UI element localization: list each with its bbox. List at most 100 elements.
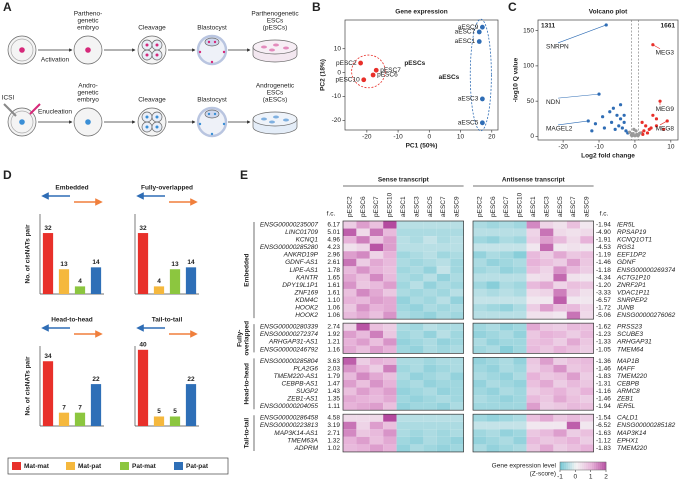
heat-cell [486, 281, 500, 289]
point-label: aESC1 [455, 38, 476, 45]
section-header: Antisense transcript [502, 177, 566, 184]
heat-cell [526, 251, 540, 259]
heat-cell [473, 323, 487, 331]
heat-cell [423, 338, 437, 346]
heat-cell [566, 251, 581, 259]
heat-cell [356, 258, 370, 267]
point [620, 126, 624, 130]
colorbar-step [572, 462, 575, 470]
heat-cell [499, 281, 514, 289]
heat-cell [526, 338, 540, 346]
heat-cell [540, 414, 554, 422]
heat-cell [553, 236, 567, 244]
heat-cell [450, 380, 464, 388]
heat-cell [410, 436, 424, 445]
panel-labels: A B C D E [3, 0, 517, 182]
heat-cell [526, 436, 540, 445]
heat-cell [513, 273, 527, 282]
fold-change: 3.63 [327, 358, 340, 365]
fold-change: 1.35 [327, 396, 340, 403]
heat-cell [513, 395, 527, 403]
pipette [29, 103, 41, 115]
point [618, 117, 623, 121]
heat-cell [396, 414, 410, 422]
heat-cell [526, 281, 540, 289]
heat-cell [343, 311, 357, 320]
point [370, 72, 376, 78]
fold-change: -1.94 [596, 403, 611, 410]
heat-cell [343, 221, 357, 229]
label: Cleavage [138, 97, 166, 104]
heat-cell [553, 395, 567, 403]
gene-name: ENSG00000280339 [260, 324, 319, 331]
point [632, 127, 636, 132]
heat-cell [540, 436, 554, 445]
point [645, 131, 650, 135]
heat-cell [369, 372, 384, 380]
heat-cell [410, 380, 424, 388]
label: Blastocyst [197, 25, 227, 32]
point [479, 96, 485, 102]
heat-cell [513, 330, 527, 339]
x-tick-label: -20 [362, 134, 372, 141]
plot-frame [344, 19, 499, 131]
heat-cell [499, 221, 514, 229]
heat-cell [566, 444, 581, 452]
heat-cell [410, 338, 424, 346]
heat-cell [450, 311, 464, 320]
heat-cell [513, 380, 527, 388]
heat-cell [356, 273, 370, 282]
group-label: aESCs [439, 74, 460, 81]
cleavage [137, 35, 167, 65]
heat-cell [369, 221, 384, 229]
fold-change: 1.92 [327, 331, 340, 338]
x-tick-label: 10 [667, 144, 675, 151]
group-frame [342, 322, 464, 354]
heat-cell [526, 330, 540, 339]
point-label: aESC7 [455, 29, 476, 36]
heat-cell [553, 228, 567, 237]
heat-cell [450, 281, 464, 289]
fold-change: 3.19 [327, 422, 340, 429]
heat-cell [499, 387, 514, 396]
heat-cell [580, 414, 594, 422]
pronucleus [19, 119, 25, 125]
dish-top [252, 39, 298, 55]
fold-change: -6.52 [596, 422, 611, 429]
heat-cell [396, 372, 410, 380]
heat-cell [383, 311, 397, 320]
heat-cell [580, 338, 594, 346]
value-label: 13 [60, 261, 68, 268]
heat-cell [566, 243, 581, 252]
heat-cell [566, 436, 581, 445]
heat-cell [526, 323, 540, 331]
heat-cell [410, 421, 424, 430]
fold-change: -1.31 [596, 380, 611, 387]
gene-name: MAP3K14 [617, 430, 647, 437]
heat-cell [356, 221, 370, 229]
heat-cell [553, 296, 567, 305]
heat-cell [450, 323, 464, 331]
label: Androgenetic [256, 83, 295, 90]
colorbar-step [586, 462, 589, 470]
heat-cell [473, 429, 487, 437]
gene-name: ENSG00000204055 [260, 403, 319, 410]
gene-label: MEG8 [656, 126, 675, 133]
heat-cell [436, 444, 451, 452]
heat-cell [423, 357, 437, 365]
heat-cell [486, 436, 500, 445]
heat-cell [513, 345, 527, 354]
heat-cell [369, 251, 384, 259]
heat-cell [450, 221, 464, 229]
heat-cell [383, 228, 397, 237]
heat-cell [553, 323, 567, 331]
heat-cell [513, 338, 527, 346]
heat-cell [423, 221, 437, 229]
heat-cell [526, 421, 540, 430]
heat-cell [513, 228, 527, 237]
heat-cell [436, 372, 451, 380]
heat-cell [566, 380, 581, 388]
value-label: 32 [44, 225, 52, 232]
heat-cell [369, 296, 384, 305]
gene-name: CEBPB [617, 380, 640, 387]
